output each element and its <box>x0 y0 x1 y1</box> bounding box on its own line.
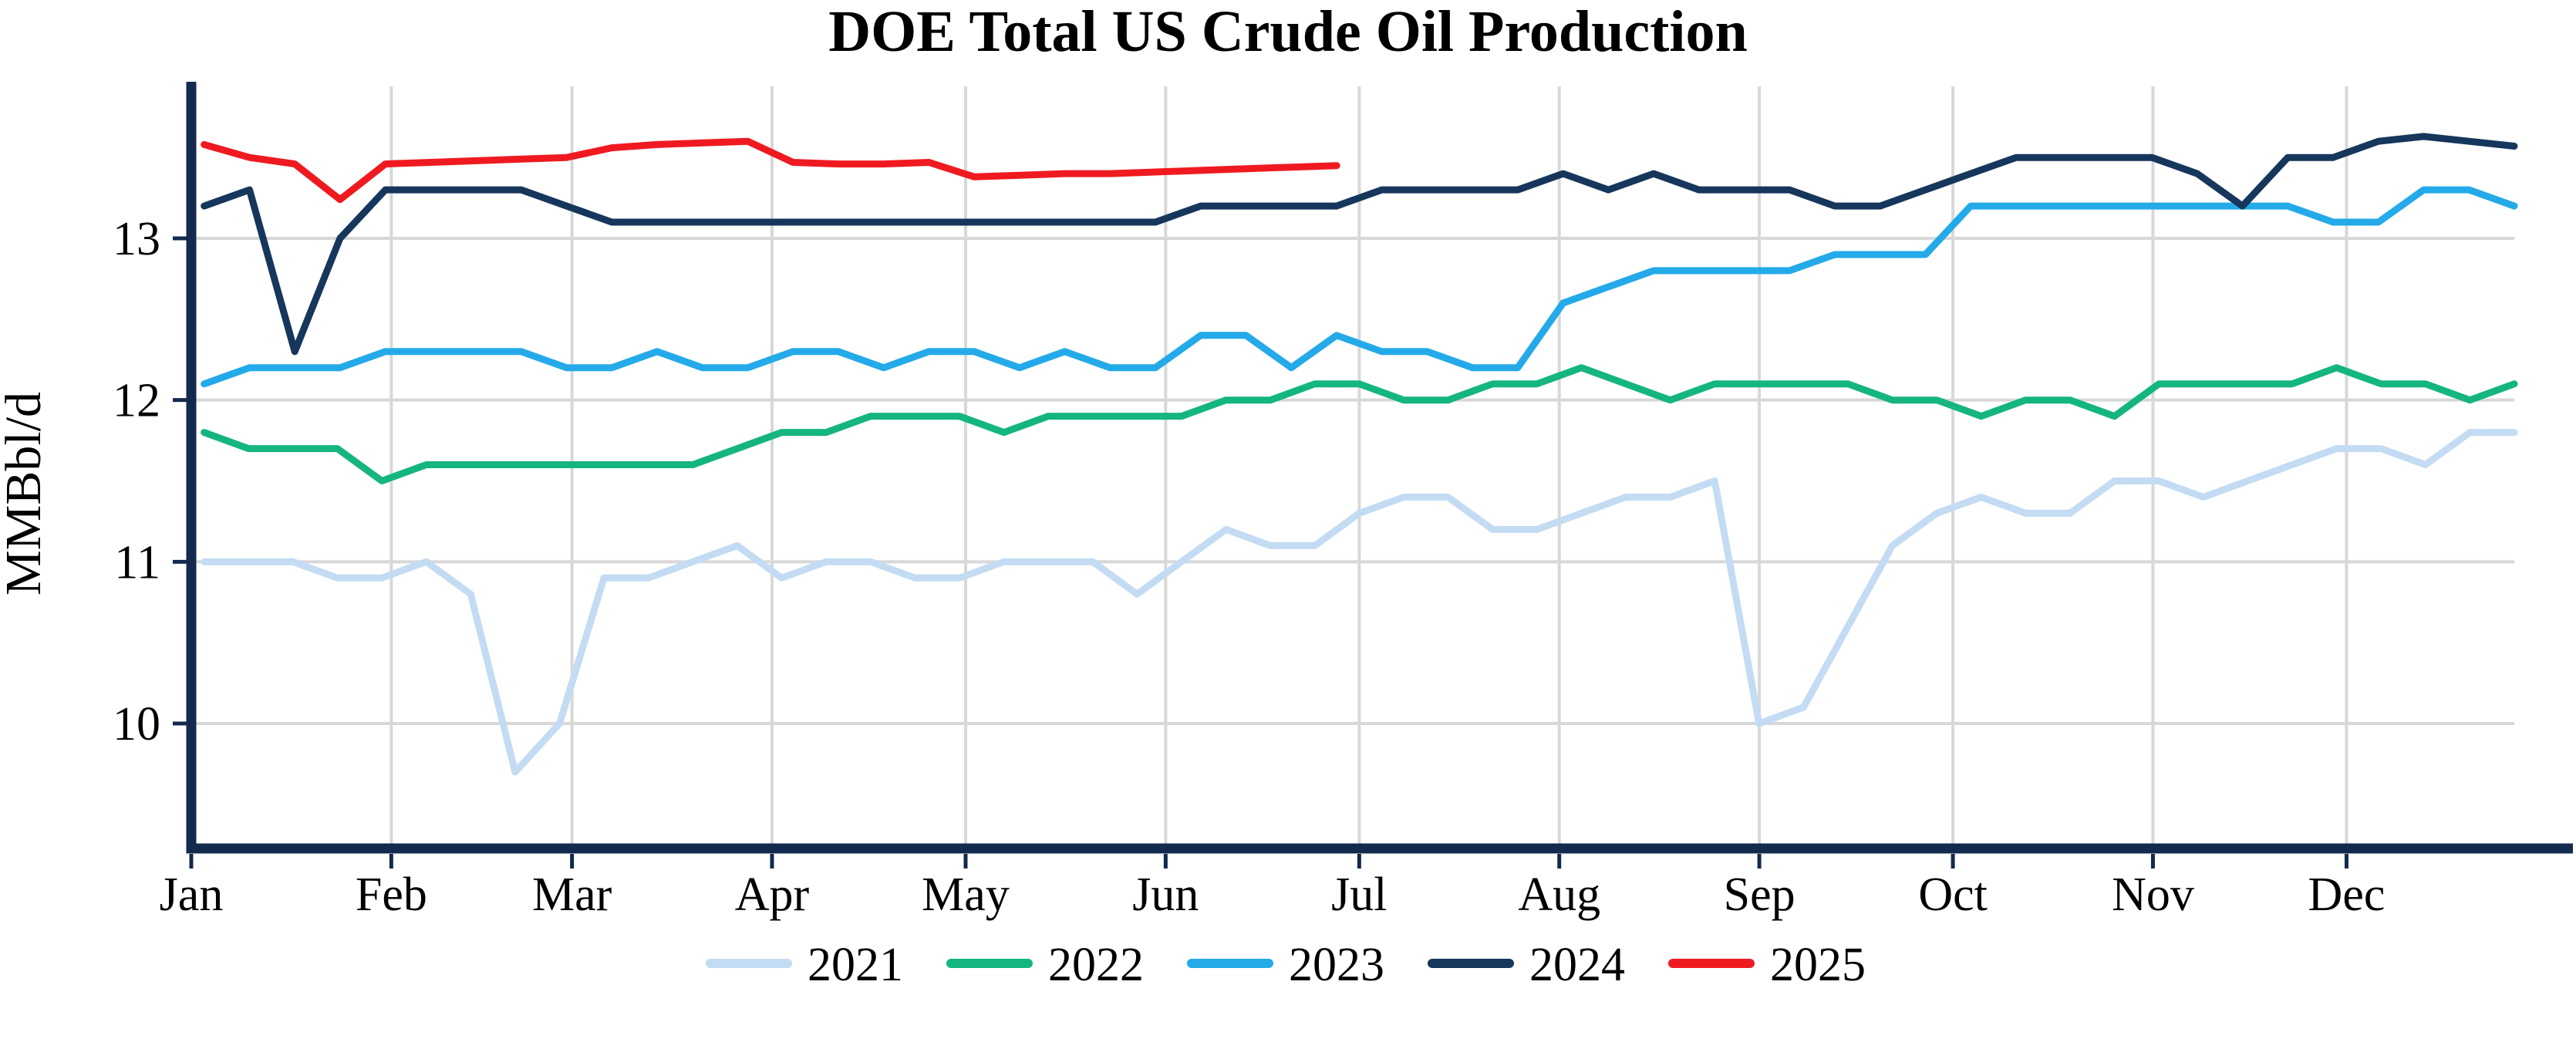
legend-item-2025: 2025 <box>1668 939 1866 991</box>
y-axis-label: MMBbl/d <box>0 392 52 595</box>
legend-label-2021: 2021 <box>808 939 903 991</box>
grid <box>190 86 2514 848</box>
legend-swatch-2025 <box>1668 959 1755 968</box>
legend-item-2021: 2021 <box>706 939 903 991</box>
x-tick-label-dec: Dec <box>2308 869 2385 921</box>
legend-swatch-2022 <box>946 959 1033 968</box>
x-tick-label-apr: Apr <box>735 869 810 921</box>
x-tick-label-oct: Oct <box>1918 869 1988 921</box>
series-line-2021 <box>201 429 2518 776</box>
legend-label-2023: 2023 <box>1289 939 1384 991</box>
legend-item-2024: 2024 <box>1428 939 1625 991</box>
y-tick-label-13: 13 <box>113 213 160 265</box>
x-tick-label-aug: Aug <box>1518 869 1600 921</box>
legend-label-2025: 2025 <box>1770 939 1866 991</box>
axes <box>173 82 2573 869</box>
series-line-2025 <box>201 137 1340 204</box>
y-tick-label-10: 10 <box>113 698 160 750</box>
x-tick-label-jan: Jan <box>160 869 224 921</box>
y-tick-label-12: 12 <box>113 375 160 427</box>
x-tick-label-mar: Mar <box>532 869 612 921</box>
legend-item-2022: 2022 <box>946 939 1144 991</box>
y-tick-label-11: 11 <box>114 536 160 589</box>
legend: 2021 2022 2023 2024 2025 <box>706 939 1866 991</box>
legend-item-2023: 2023 <box>1187 939 1384 991</box>
series-lines <box>201 133 2518 776</box>
x-tick-label-feb: Feb <box>356 869 427 921</box>
legend-swatch-2024 <box>1428 959 1514 968</box>
x-tick-label-nov: Nov <box>2112 869 2194 921</box>
series-line-2022 <box>201 364 2518 484</box>
series-line-2023 <box>201 186 2518 388</box>
legend-label-2022: 2022 <box>1048 939 1144 991</box>
legend-label-2024: 2024 <box>1529 939 1625 991</box>
legend-swatch-2021 <box>706 959 792 968</box>
series-line-2024 <box>201 133 2518 356</box>
axis-labels: DOE Total US Crude Oil Production MMBbl/d… <box>0 0 2385 921</box>
x-tick-label-sep: Sep <box>1724 869 1795 921</box>
x-tick-label-may: May <box>922 869 1010 921</box>
chart-title: DOE Total US Crude Oil Production <box>828 0 1748 64</box>
x-tick-label-jun: Jun <box>1132 869 1199 921</box>
legend-swatch-2023 <box>1187 959 1273 968</box>
x-tick-label-jul: Jul <box>1331 869 1387 921</box>
